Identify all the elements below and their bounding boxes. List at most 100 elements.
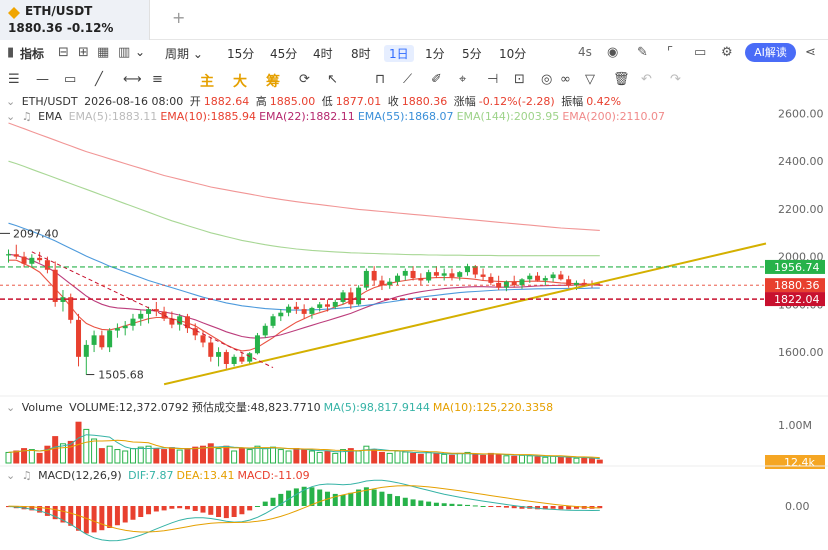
link-icon[interactable]: ∞ [560, 72, 571, 87]
candle-body [169, 318, 175, 325]
volume-bar [472, 453, 479, 464]
grid-icon[interactable]: ▦ [97, 45, 110, 60]
candle-body [542, 278, 548, 281]
brush-icon[interactable]: ✐ [431, 72, 442, 87]
macd-legend-item-2: MACD:-11.09 [237, 469, 310, 482]
horizontal-line-icon[interactable]: — [36, 72, 49, 87]
chips-button[interactable]: 筹 [266, 74, 280, 90]
volume-bar [433, 452, 440, 464]
candle-body [324, 304, 330, 307]
layout-icon[interactable]: ⊟ [58, 45, 69, 60]
volume-bar [308, 450, 315, 464]
drawing-toolbar: ☰ — ▭ ╱ ⟷ ≡ 主 大 筹 ⟳ ↖ ⊓ ⟋ ✐ ⌖ ⊣ ⊡ ◎ ∞ ▽ … [0, 66, 828, 92]
ema-line-3 [8, 160, 600, 257]
plus-icon[interactable]: + [172, 8, 186, 27]
template-icon[interactable]: ⊞ [78, 45, 89, 60]
high-annotation: 2097.40 [13, 227, 59, 240]
ratio-label[interactable]: 4s [578, 45, 592, 59]
rectangle-icon[interactable]: ▭ [64, 72, 77, 87]
macd-histogram-bar [223, 506, 229, 519]
refresh-icon[interactable]: ⟳ [299, 72, 310, 87]
macd-histogram-bar [332, 493, 338, 506]
camera-icon[interactable]: ◉ [607, 45, 619, 60]
filter-icon[interactable]: ▽ [585, 72, 595, 87]
volume-bar [363, 445, 370, 464]
redo-icon[interactable]: ↷ [670, 72, 681, 87]
candle-body [418, 278, 424, 281]
interval-15m[interactable]: 15分 [227, 47, 255, 61]
interval-1m[interactable]: 1分 [425, 47, 445, 61]
volume-bar [129, 448, 136, 464]
share-icon[interactable]: ⋖ [805, 45, 816, 60]
volume-bar [200, 445, 206, 464]
macd-histogram-bar [465, 504, 471, 506]
ai-analysis-button[interactable]: AI解读 [745, 43, 796, 62]
candle-body [340, 292, 346, 302]
candle-style-icon[interactable]: ▥ [118, 45, 131, 60]
parallel-icon[interactable]: ≡ [152, 72, 163, 87]
macd-histogram-bar [76, 506, 82, 531]
ruler-icon[interactable]: ⟋ [403, 72, 413, 87]
window-icon[interactable]: ▭ [694, 45, 707, 60]
crosshair-icon[interactable]: ☰ [8, 72, 20, 87]
volume-bar [448, 454, 455, 464]
pencil-icon[interactable]: ✎ [637, 45, 648, 60]
cursor-icon[interactable]: ↖ [327, 72, 338, 87]
macd-histogram-bar [216, 506, 222, 517]
volume-bar [223, 445, 230, 464]
eye-icon[interactable]: ◎ [541, 72, 553, 87]
lock-icon[interactable]: ⊡ [514, 72, 525, 87]
interval-10m[interactable]: 10分 [499, 47, 527, 61]
interval-8h[interactable]: 8时 [351, 47, 371, 61]
candle-body [488, 276, 494, 283]
magnet-icon[interactable]: ⊓ [375, 72, 386, 87]
chart-type-icon[interactable]: ▮ [7, 45, 15, 60]
fullscreen-icon[interactable]: ⌜ [667, 45, 674, 60]
volume-bar [542, 456, 549, 464]
candle-body [535, 275, 541, 281]
interval-5m[interactable]: 5分 [462, 47, 482, 61]
candle-body [76, 319, 82, 357]
main-force-button[interactable]: 主 [200, 74, 214, 90]
macd-histogram-bar [511, 506, 517, 509]
volume-bar [285, 450, 292, 464]
macd-histogram-bar [146, 506, 152, 515]
macd-histogram-bar [418, 500, 424, 506]
interval-4h[interactable]: 4时 [313, 47, 333, 61]
big-order-button[interactable]: 大 [233, 74, 247, 90]
volume-bar [355, 450, 362, 464]
candle-body [13, 254, 19, 257]
volume-bar [441, 453, 448, 464]
macd-histogram-bar [449, 503, 455, 506]
macd-tick-label: 0.00 [785, 500, 810, 513]
interval-45m[interactable]: 45分 [270, 47, 298, 61]
settings-icon[interactable]: ⚙ [721, 45, 733, 60]
macd-histogram-bar [309, 487, 315, 506]
indicators-button[interactable]: 指标 [20, 47, 45, 61]
candle-body [247, 353, 253, 362]
macd-histogram-bar [278, 493, 284, 506]
volume-bar [91, 438, 98, 464]
macd-histogram-bar [433, 502, 439, 506]
collapse-icon: ⌄ [6, 95, 16, 108]
trendline-icon[interactable]: ╱ [95, 72, 103, 87]
macd-histogram-bar [387, 493, 393, 506]
interval-1d[interactable]: 1日 [384, 45, 414, 62]
period-button[interactable]: 周期 ⌄ [165, 47, 203, 61]
symbol-tab[interactable]: ETH/USDT 1880.36 -0.12% [0, 0, 150, 40]
macd-histogram-bar [566, 506, 572, 510]
candle-body [332, 301, 338, 307]
measure-icon[interactable]: ⊣ [487, 72, 499, 87]
macd-histogram-bar [122, 506, 128, 523]
volume-bar [83, 428, 90, 464]
ray-icon[interactable]: ⟷ [123, 72, 142, 87]
macd-histogram-bar [161, 506, 167, 511]
volume-legend-item-3: MA(10):125,220.3358 [432, 401, 554, 414]
undo-icon[interactable]: ↶ [641, 72, 652, 87]
candle-style-dropdown[interactable]: ⌄ [135, 45, 146, 59]
text-icon[interactable]: ⌖ [459, 72, 467, 87]
ema-legend-item-2: EMA(22):1882.11 [259, 110, 355, 123]
macd-histogram-bar [542, 506, 548, 510]
trash-icon[interactable]: 🗑 [613, 72, 630, 87]
